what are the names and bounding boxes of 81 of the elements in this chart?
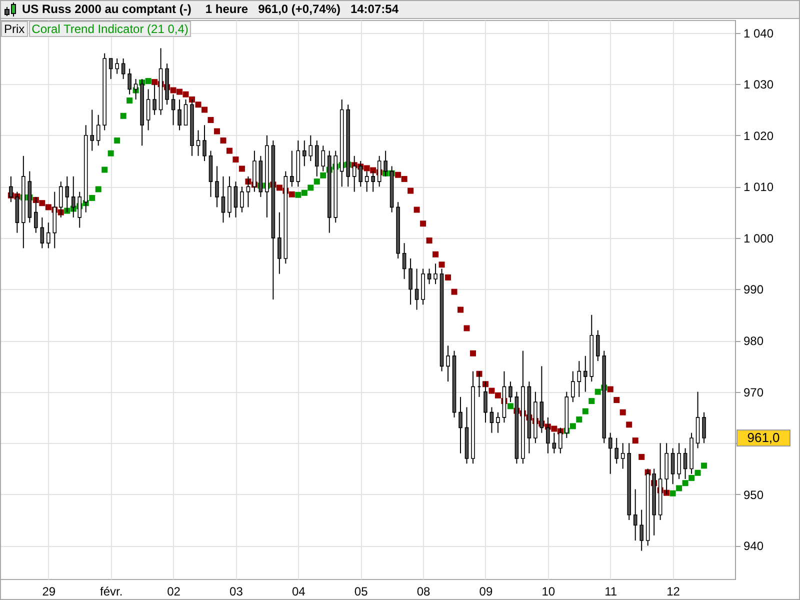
candlestick — [302, 140, 306, 167]
candlestick — [202, 124, 206, 162]
y-tick-label: 1 030 — [744, 78, 774, 92]
candlestick — [571, 370, 575, 403]
y-tick-label: 940 — [744, 539, 764, 554]
candlestick — [96, 114, 100, 146]
candlestick — [683, 448, 688, 480]
candlestick — [146, 88, 150, 131]
candlestick — [446, 345, 450, 382]
candlestick — [40, 216, 44, 249]
candlestick — [408, 258, 412, 306]
candlestick — [546, 416, 550, 454]
candlestick — [314, 140, 319, 177]
candlestick — [215, 166, 219, 208]
candlestick — [484, 381, 488, 424]
chart-title: US Russ 2000 au comptant (-) — [22, 2, 192, 16]
candlestick — [128, 68, 132, 95]
y-tick-label: 980 — [744, 334, 764, 348]
y-tick-label: 1 040 — [744, 26, 774, 40]
y-tick-label: 1 010 — [744, 180, 774, 194]
candlestick — [178, 98, 182, 131]
candlestick — [171, 94, 176, 126]
candlestick — [608, 432, 612, 474]
x-tick-label: 04 — [292, 584, 306, 598]
x-tick-label: 29 — [42, 584, 56, 598]
candlestick — [558, 427, 562, 454]
candlestick — [614, 437, 619, 464]
candlestick — [358, 160, 362, 188]
candlestick — [670, 448, 675, 485]
candlestick — [278, 212, 282, 274]
candlestick — [577, 360, 582, 398]
candlestick — [34, 196, 38, 234]
x-tick-label: 11 — [604, 584, 618, 598]
text: 961,0 — [747, 430, 780, 445]
candlestick — [308, 134, 313, 162]
annotation: Prix — [1, 21, 28, 37]
candlestick — [677, 442, 681, 480]
candlestick — [234, 181, 238, 218]
x-tick-label: 05 — [354, 584, 368, 598]
candlestick — [702, 412, 706, 444]
candlestick — [434, 263, 438, 285]
y-tick-label: 1 020 — [744, 128, 774, 143]
candlestick — [90, 109, 94, 152]
x-tick-label: 02 — [167, 584, 181, 598]
candlestick — [384, 150, 388, 177]
candlestick — [427, 268, 432, 285]
text: Coral Trend Indicator (21 0,4) — [28, 21, 192, 37]
candlestick — [46, 222, 50, 249]
candlestick — [321, 145, 326, 172]
y-tick-label: 990 — [744, 282, 764, 297]
candlestick — [108, 58, 113, 80]
candlestick — [115, 58, 119, 74]
candlestick — [640, 509, 644, 552]
candlestick — [9, 176, 13, 203]
candlestick — [240, 186, 244, 213]
y-tick-label: 970 — [744, 385, 764, 400]
x-tick-label: 10 — [542, 584, 556, 598]
candlestick — [496, 412, 500, 434]
candlestick — [414, 268, 419, 310]
candlestick — [121, 58, 126, 80]
candlestick — [508, 381, 512, 403]
candlestick — [184, 98, 188, 126]
x-tick-label: 09 — [479, 584, 493, 598]
candlestick — [583, 355, 588, 392]
candlestick — [490, 406, 494, 434]
candlestick — [402, 242, 406, 280]
x-tick-label: 03 — [230, 584, 244, 598]
candlestick — [290, 150, 294, 188]
candlestick — [196, 130, 200, 156]
y-tick-label: 950 — [744, 488, 764, 502]
x-tick-label: 08 — [416, 584, 431, 598]
candlestick — [552, 432, 556, 454]
candlestick — [620, 442, 625, 470]
x-tick-label: févr. — [100, 584, 123, 598]
y-tick-label: 1 000 — [744, 231, 774, 246]
candlestick — [221, 176, 226, 224]
chart-subtitle: 1 heure 961,0 (+0,74%) 14:07:54 — [205, 2, 398, 16]
candlestick — [633, 488, 638, 542]
x-tick-label: 12 — [666, 584, 680, 598]
candlestick — [458, 396, 462, 454]
candlestick — [596, 330, 600, 362]
